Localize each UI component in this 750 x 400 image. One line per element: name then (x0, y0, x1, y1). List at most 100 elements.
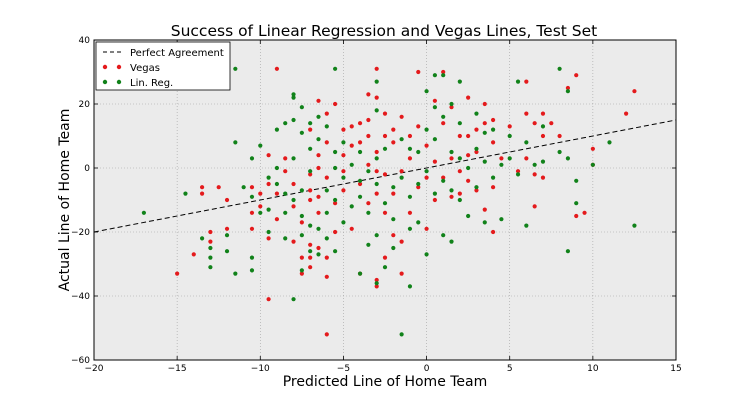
vegas-point-47 (324, 175, 329, 180)
y-axis-title: Actual Line of Home Team (57, 109, 73, 292)
lin-reg-point-136 (565, 249, 571, 254)
vegas-point-93 (424, 175, 429, 180)
lin-reg-point-6 (224, 233, 230, 238)
vegas-point-41 (316, 194, 321, 199)
lin-reg-point-111 (457, 197, 462, 203)
x-tick-label: 5 (507, 364, 513, 374)
vegas-point-68 (374, 277, 379, 283)
vegas-point-26 (299, 255, 304, 260)
vegas-point-6 (216, 185, 221, 190)
vegas-point-140 (590, 146, 595, 151)
y-tick-label: −20 (71, 228, 90, 238)
lin-reg-point-92 (424, 89, 429, 94)
vegas-point-42 (324, 332, 329, 337)
vegas-point-14 (266, 297, 271, 302)
lin-reg-point-20 (266, 175, 271, 180)
lin-reg-point-46 (316, 137, 321, 142)
x-tick-label: 0 (424, 364, 430, 374)
lin-reg-point-28 (291, 297, 296, 302)
lin-reg-point-39 (299, 130, 304, 135)
lin-reg-point-130 (532, 162, 537, 167)
lin-reg-point-91 (416, 149, 421, 155)
vegas-point-102 (449, 194, 454, 199)
lin-reg-point-85 (407, 194, 413, 199)
vegas-point-76 (382, 172, 388, 177)
vegas-point-35 (308, 265, 313, 270)
vegas-point-110 (466, 95, 471, 100)
vegas-point-32 (308, 188, 313, 193)
lin-reg-point-74 (374, 233, 379, 238)
vegas-point-112 (474, 127, 479, 132)
lin-reg-point-139 (574, 201, 579, 206)
lin-reg-point-141 (607, 140, 612, 145)
lin-reg-point-45 (316, 114, 321, 119)
vegas-point-123 (507, 124, 512, 129)
vegas-point-52 (341, 127, 346, 132)
lin-reg-point-117 (482, 220, 487, 225)
lin-reg-point-66 (357, 178, 363, 183)
lin-reg-point-29 (291, 95, 296, 100)
vegas-point-138 (574, 213, 579, 219)
vegas-point-62 (366, 92, 371, 97)
lin-reg-point-93 (424, 127, 429, 132)
vegas-point-88 (407, 156, 413, 161)
vegas-point-108 (466, 153, 471, 158)
vegas-point-128 (532, 121, 537, 126)
vegas-point-30 (308, 127, 313, 132)
lin-reg-point-114 (474, 185, 479, 190)
lin-reg-point-90 (416, 181, 421, 187)
lin-reg-point-53 (333, 66, 338, 71)
lin-reg-point-105 (449, 188, 454, 193)
vegas-point-33 (308, 242, 313, 247)
vegas-point-113 (474, 188, 479, 193)
vegas-point-118 (490, 117, 496, 123)
lin-reg-point-24 (283, 121, 288, 126)
vegas-point-126 (524, 111, 529, 116)
lin-reg-point-21 (274, 181, 280, 187)
lin-reg-point-73 (374, 181, 379, 187)
vegas-point-37 (316, 245, 321, 251)
lin-reg-point-14 (249, 194, 255, 199)
vegas-point-0 (175, 271, 180, 276)
vegas-point-115 (482, 101, 487, 107)
vegas-point-131 (540, 111, 546, 116)
lin-reg-point-9 (233, 66, 238, 71)
lin-reg-point-60 (341, 220, 346, 225)
lin-reg-point-11 (241, 185, 246, 190)
lin-reg-point-5 (208, 265, 213, 270)
lin-reg-point-107 (449, 101, 454, 107)
lin-reg-point-1 (183, 191, 188, 196)
lin-reg-point-44 (308, 249, 313, 254)
vegas-point-77 (382, 210, 388, 215)
vegas-point-86 (399, 271, 404, 276)
lin-reg-point-61 (349, 204, 354, 209)
vegas-point-107 (457, 169, 462, 174)
vegas-point-109 (466, 133, 471, 139)
lin-reg-point-48 (316, 252, 321, 257)
lin-reg-point-43 (308, 223, 313, 228)
vegas-point-135 (557, 133, 562, 139)
vegas-point-117 (482, 207, 487, 212)
vegas-point-15 (266, 236, 271, 241)
vegas-point-116 (482, 121, 487, 126)
legend-linreg-marker-1 (102, 79, 108, 85)
vegas-point-63 (366, 117, 371, 123)
y-tick-label: −60 (71, 356, 90, 366)
x-tick-label: 15 (670, 364, 681, 374)
lin-reg-point-103 (441, 233, 446, 238)
vegas-point-134 (549, 121, 554, 126)
lin-reg-point-69 (366, 169, 371, 174)
vegas-point-111 (466, 178, 471, 183)
vegas-point-94 (424, 226, 429, 231)
lin-reg-point-18 (266, 207, 271, 212)
lin-reg-point-40 (308, 121, 313, 126)
lin-reg-point-125 (507, 133, 512, 139)
lin-reg-point-140 (590, 162, 595, 167)
lin-reg-point-77 (382, 201, 388, 206)
vegas-point-79 (391, 233, 396, 238)
lin-reg-point-134 (557, 149, 562, 155)
vegas-point-59 (357, 121, 363, 126)
lin-reg-point-4 (208, 255, 213, 260)
lin-reg-point-25 (283, 191, 288, 196)
